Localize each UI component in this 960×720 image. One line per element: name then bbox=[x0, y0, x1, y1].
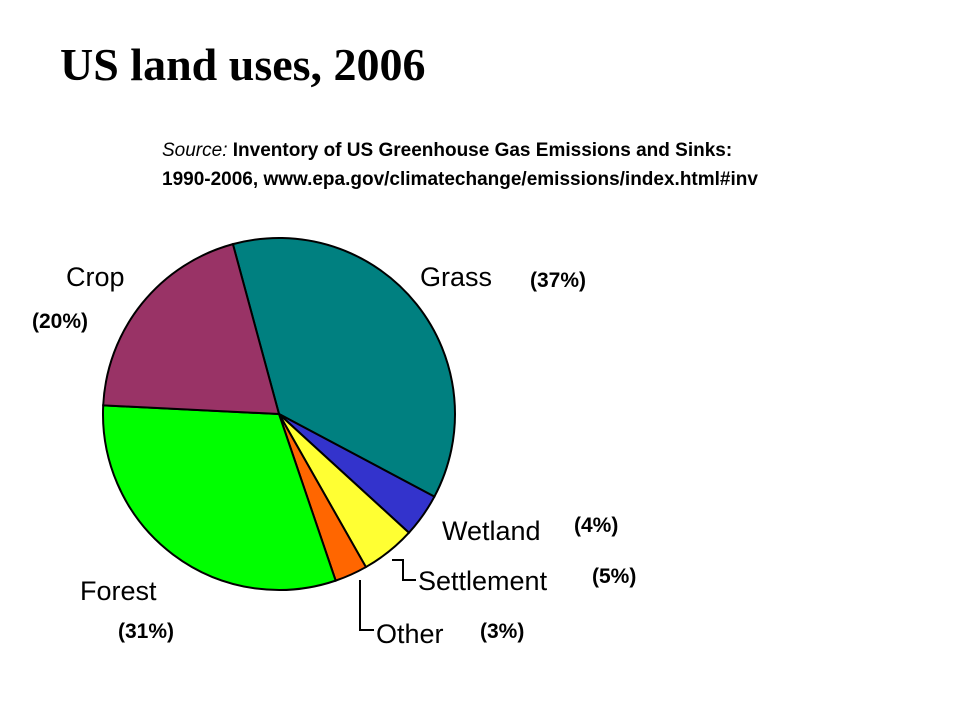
source-title: Inventory of US Greenhouse Gas Emissions… bbox=[232, 140, 733, 161]
source-note: Source: Inventory of US Greenhouse Gas E… bbox=[162, 136, 758, 194]
pct-forest: (31%) bbox=[118, 620, 174, 643]
label-wetland: Wetland bbox=[442, 516, 541, 546]
label-settlement: Settlement bbox=[418, 566, 548, 596]
source-url: www.epa.gov/climatechange/emissions/inde… bbox=[263, 169, 758, 190]
pct-settlement: (5%) bbox=[592, 565, 636, 588]
chart-title: US land uses, 2006 bbox=[60, 39, 426, 90]
slice-crop bbox=[102, 242, 281, 416]
pie-slices bbox=[102, 237, 456, 591]
pct-wetland: (4%) bbox=[574, 514, 618, 537]
label-grass: Grass bbox=[420, 262, 492, 292]
pct-grass: (37%) bbox=[530, 269, 586, 292]
label-crop: Crop bbox=[66, 262, 125, 292]
leader-lines bbox=[359, 559, 416, 631]
source-prefix: Source: bbox=[162, 140, 228, 161]
label-other: Other bbox=[376, 619, 444, 649]
slice-grass bbox=[231, 237, 456, 499]
leader-settlement bbox=[392, 559, 416, 581]
source-years: 1990-2006, bbox=[162, 169, 259, 190]
slice-forest bbox=[102, 404, 337, 591]
leader-other bbox=[359, 580, 374, 631]
source-line-1: Source: Inventory of US Greenhouse Gas E… bbox=[162, 136, 758, 165]
pct-other: (3%) bbox=[480, 620, 524, 643]
pct-crop: (20%) bbox=[32, 310, 88, 333]
label-forest: Forest bbox=[80, 576, 157, 606]
source-line-2: 1990-2006, www.epa.gov/climatechange/emi… bbox=[162, 165, 758, 194]
